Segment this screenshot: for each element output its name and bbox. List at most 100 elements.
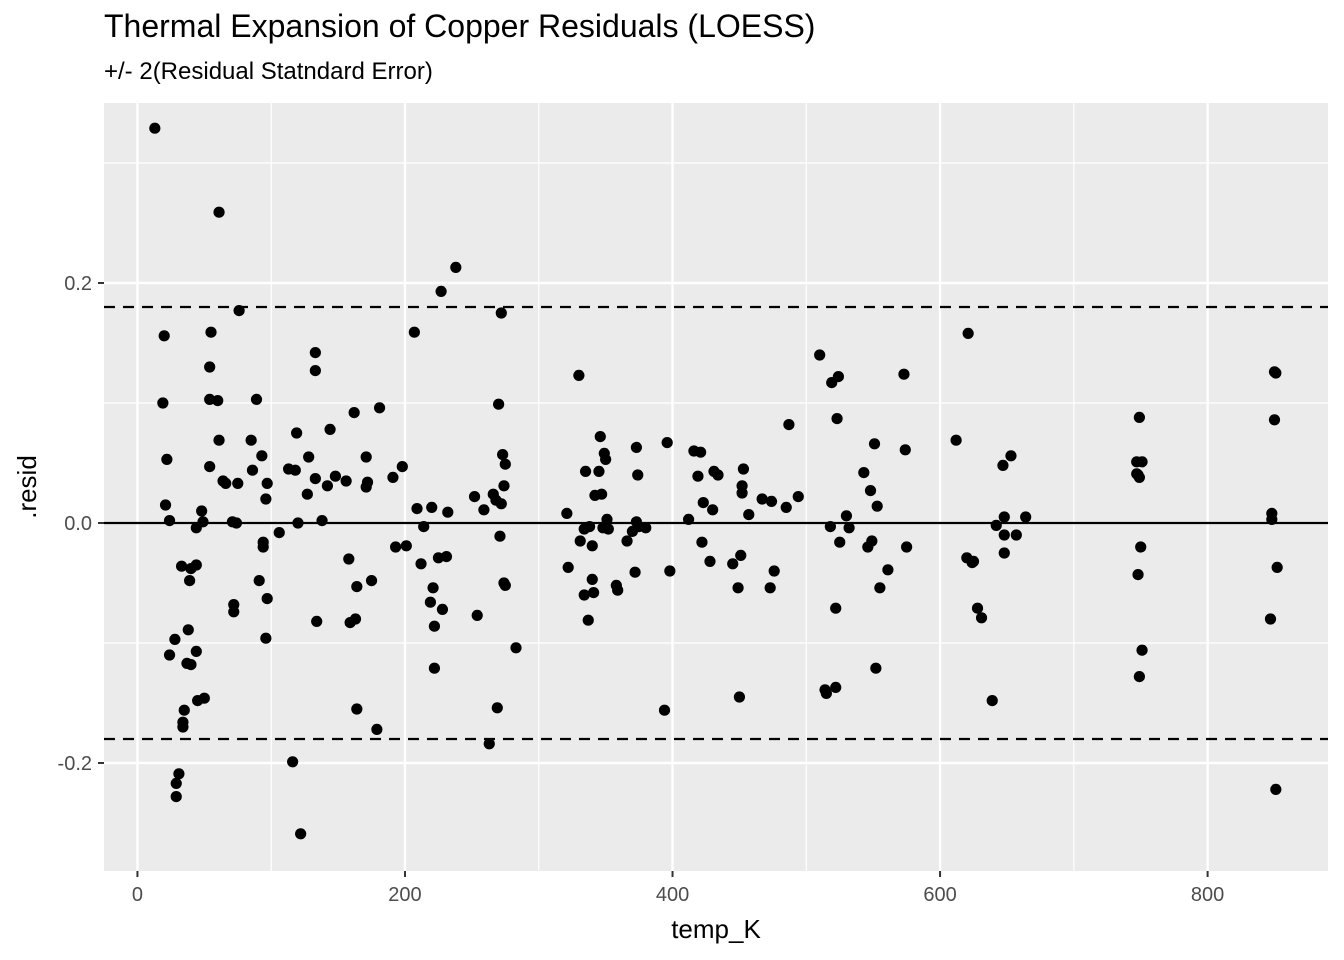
data-point [159, 499, 172, 511]
data-point [198, 692, 210, 704]
data-point [661, 437, 673, 449]
data-point [1133, 671, 1145, 683]
data-point [594, 431, 606, 443]
data-point [696, 536, 708, 548]
data-point [245, 434, 257, 446]
data-point [632, 469, 644, 481]
data-point [901, 541, 913, 553]
data-point [428, 620, 441, 632]
data-point [1264, 613, 1277, 625]
data-point [351, 703, 363, 715]
x-tick-label: 200 [388, 884, 421, 906]
data-point [371, 723, 383, 736]
data-point [831, 413, 843, 425]
data-point [630, 441, 643, 453]
y-tick-label: 0.0 [64, 513, 92, 535]
data-point [562, 561, 574, 574]
data-point [764, 582, 776, 594]
data-point [316, 515, 328, 527]
data-point [442, 506, 454, 518]
data-point [1005, 450, 1017, 462]
data-point [596, 488, 608, 500]
data-point [309, 365, 321, 377]
x-tick-label: 0 [132, 884, 143, 906]
data-point [157, 397, 169, 409]
data-point [658, 704, 671, 716]
data-point [727, 558, 739, 570]
data-point [311, 615, 323, 628]
data-point [586, 573, 598, 586]
data-point [1270, 367, 1282, 379]
data-point [435, 285, 447, 297]
data-point [1270, 783, 1282, 796]
data-point [704, 555, 716, 568]
data-point [612, 584, 624, 596]
data-point [499, 579, 511, 592]
data-point [169, 633, 181, 646]
data-point [864, 485, 877, 497]
data-point [498, 480, 510, 492]
minor-gridlines [104, 103, 1328, 871]
data-point [260, 493, 272, 505]
data-point [292, 517, 304, 529]
data-point [834, 536, 846, 548]
data-point [768, 565, 780, 577]
y-axis: -0.2 0.0 0.2 [58, 273, 104, 775]
data-point [1020, 511, 1032, 523]
data-point [161, 453, 173, 465]
data-point [428, 662, 441, 674]
data-point [309, 347, 321, 359]
data-point [990, 519, 1002, 532]
data-point [697, 497, 709, 509]
data-point [287, 756, 299, 768]
data-point [588, 587, 600, 599]
x-tick-label: 800 [1191, 884, 1224, 906]
data-point [436, 603, 449, 616]
data-point [471, 609, 483, 622]
data-point [390, 541, 402, 553]
data-point [329, 470, 342, 482]
data-point [843, 522, 855, 534]
data-point [177, 721, 189, 733]
data-point [998, 529, 1010, 541]
data-point [220, 477, 232, 489]
data-point [213, 434, 225, 446]
data-point [400, 540, 412, 552]
reference-lines [104, 305, 1328, 741]
data-point [629, 566, 641, 578]
data-point [348, 407, 360, 419]
data-point [246, 464, 259, 476]
data-point [510, 642, 522, 654]
data-point [593, 465, 605, 477]
data-point [820, 687, 832, 700]
data-point [586, 540, 598, 552]
data-point [579, 465, 592, 477]
data-point [170, 777, 182, 790]
data-point [583, 521, 596, 533]
data-point [230, 517, 243, 529]
data-point [257, 541, 269, 553]
data-point [483, 738, 495, 750]
data-point [411, 503, 423, 515]
data-point [418, 521, 430, 533]
data-point [351, 581, 363, 593]
data-point [1135, 541, 1147, 553]
data-point [882, 564, 894, 576]
data-point [163, 649, 176, 661]
data-point [295, 828, 307, 840]
data-point [273, 527, 285, 539]
data-point [986, 695, 998, 707]
data-point [440, 551, 453, 563]
data-point [582, 614, 594, 626]
data-point [185, 659, 197, 671]
data-point [780, 501, 792, 513]
data-point [695, 446, 707, 458]
data-point [899, 444, 911, 456]
x-axis-title: temp_K [671, 914, 761, 944]
data-point [743, 508, 755, 521]
x-tick-label: 600 [923, 884, 956, 906]
data-point [343, 553, 355, 565]
data-point [732, 582, 744, 594]
data-point [962, 327, 974, 339]
